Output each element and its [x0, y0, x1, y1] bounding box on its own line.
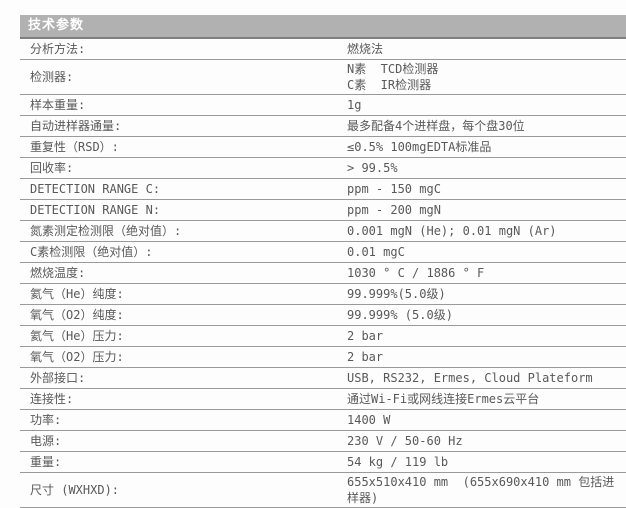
table-row: 样本重量: 1g [20, 95, 626, 116]
row-value: N素 TCD检测器 C素 IR检测器 [347, 62, 439, 92]
row-label: 氧气（O2）纯度: [30, 308, 124, 322]
row-label: DETECTION RANGE C: [30, 182, 161, 196]
row-label: 外部接口: [30, 371, 86, 385]
table-row: 功率: 1400 W [20, 410, 626, 431]
table-row: C素检测限（绝对值）: 0.01 mgC [20, 242, 626, 263]
table-row: 重复性（RSD）: ≤0.5% 100mgEDTA标准品 [20, 137, 626, 158]
row-value: 2 bar [347, 329, 384, 343]
row-label: 分析方法: [30, 42, 86, 56]
table-row: 电源: 230 V / 50-60 Hz [20, 431, 626, 452]
table-row: 氦气（He）纯度: 99.999%(5.0级) [20, 284, 626, 305]
section-header: 技术参数 [20, 15, 626, 39]
row-value: USB, RS232, Ermes, Cloud Plateform [347, 371, 593, 385]
table-row: 氦气（He）压力: 2 bar [20, 326, 626, 347]
row-label: 尺寸 (WXHXD): [30, 483, 120, 497]
row-value: ppm - 200 mgN [347, 203, 441, 217]
row-value: 最多配备4个进样盘，每个盘30位 [347, 119, 525, 133]
table-row: 分析方法: 燃烧法 [20, 39, 626, 60]
row-label: DETECTION RANGE N: [30, 203, 161, 217]
row-value: 99.999%(5.0级) [347, 287, 446, 301]
row-value: 655x510x410 mm (655x690x410 mm 包括进样器) [347, 475, 615, 505]
table-row: 尺寸 (WXHXD): 655x510x410 mm (655x690x410 … [20, 473, 626, 508]
table-row: DETECTION RANGE N: ppm - 200 mgN [20, 200, 626, 221]
table-row: 氧气（O2）纯度: 99.999% (5.0级) [20, 305, 626, 326]
row-label: 检测器: [30, 70, 74, 84]
row-label: 重量: [30, 455, 62, 469]
row-label: 回收率: [30, 161, 74, 175]
row-label: 氮素测定检测限（绝对值）: [30, 224, 182, 238]
row-value: 99.999% (5.0级) [347, 308, 453, 322]
row-label: 氧气（O2）压力: [30, 350, 124, 364]
row-value: 54 kg / 119 lb [347, 455, 449, 469]
table-row: 回收率: > 99.5% [20, 158, 626, 179]
row-value: > 99.5% [347, 161, 398, 175]
row-value: 通过Wi-Fi或网线连接Ermes云平台 [347, 392, 540, 406]
table-row: 检测器: N素 TCD检测器 C素 IR检测器 [20, 60, 626, 95]
table-row: 外部接口: USB, RS232, Ermes, Cloud Plateform [20, 368, 626, 389]
row-value: 1030 ° C / 1886 ° F [347, 266, 485, 280]
table-row: 自动进样器通量: 最多配备4个进样盘，每个盘30位 [20, 116, 626, 137]
row-label: 氦气（He）压力: [30, 329, 124, 343]
row-label: 自动进样器通量: [30, 119, 122, 133]
row-label: 重复性（RSD）: [30, 140, 119, 154]
row-value: 230 V / 50-60 Hz [347, 434, 463, 448]
table-row: DETECTION RANGE C: ppm - 150 mgC [20, 179, 626, 200]
spec-rows: 分析方法: 燃烧法 检测器: N素 TCD检测器 C素 IR检测器 样本重量: … [20, 39, 626, 508]
row-value: 1400 W [347, 413, 391, 427]
row-label: 连接性: [30, 392, 74, 406]
row-value: 1g [347, 98, 362, 112]
row-label: 燃烧温度: [30, 266, 86, 280]
table-row: 燃烧温度: 1030 ° C / 1886 ° F [20, 263, 626, 284]
spec-table: 技术参数 分析方法: 燃烧法 检测器: N素 TCD检测器 C素 IR检测器 样… [20, 15, 626, 508]
table-row: 氮素测定检测限（绝对值）: 0.001 mgN (He); 0.01 mgN (… [20, 221, 626, 242]
row-label: 氦气（He）纯度: [30, 287, 124, 301]
table-row: 氧气（O2）压力: 2 bar [20, 347, 626, 368]
row-label: 电源: [30, 434, 62, 448]
row-label: 功率: [30, 413, 62, 427]
row-value: ppm - 150 mgC [347, 182, 441, 196]
row-value: 燃烧法 [347, 42, 384, 56]
section-title: 技术参数 [28, 18, 85, 33]
table-row: 连接性: 通过Wi-Fi或网线连接Ermes云平台 [20, 389, 626, 410]
table-row: 重量: 54 kg / 119 lb [20, 452, 626, 473]
row-label: C素检测限（绝对值）: [30, 245, 153, 259]
row-value: 0.001 mgN (He); 0.01 mgN (Ar) [347, 224, 557, 238]
row-value: ≤0.5% 100mgEDTA标准品 [347, 140, 492, 154]
row-label: 样本重量: [30, 98, 86, 112]
row-value: 2 bar [347, 350, 384, 364]
row-value: 0.01 mgC [347, 245, 405, 259]
